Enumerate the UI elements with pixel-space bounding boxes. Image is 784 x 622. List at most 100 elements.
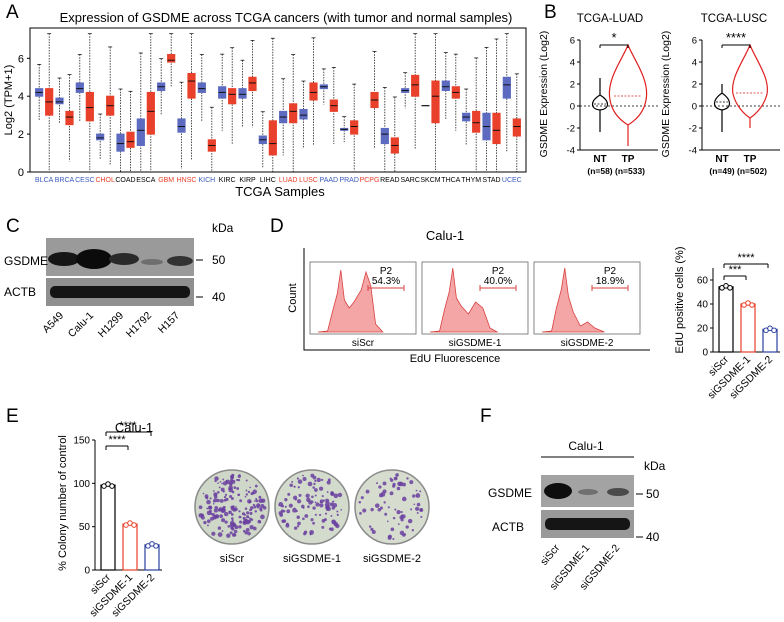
box-esca-normal — [136, 118, 145, 146]
panel-e-title: Calu-1 — [115, 420, 153, 435]
colony-1-9 — [316, 477, 321, 483]
panel-a-xlabel-read: READ — [380, 177, 399, 184]
colony-2-32 — [383, 501, 386, 504]
colony-1-61 — [293, 507, 296, 510]
colony-1-95 — [278, 504, 281, 506]
panel-b-ytick-label: 2 — [692, 80, 697, 91]
colony-2-47 — [420, 515, 423, 518]
box-hnsc-tumor — [187, 72, 196, 99]
plate-label-siscr: siScr — [220, 553, 245, 565]
panel-a-ytick-label: 6 — [18, 53, 24, 65]
panel-b-ytick-label: 6 — [570, 36, 575, 47]
box-coad-tumor — [126, 131, 135, 148]
colony-1-55 — [315, 502, 320, 507]
panel-d-bar-ytick-label: 60 — [697, 276, 709, 287]
lusc-tp-label: TP — [744, 154, 757, 165]
panel-a-xlabel-lusc: LUSC — [299, 177, 318, 184]
band-c-gsdme-h1299 — [109, 253, 139, 265]
colony-2-59 — [390, 527, 395, 532]
panel-a-frame — [29, 27, 527, 173]
colony-1-75 — [302, 517, 305, 521]
colony-0-7 — [260, 514, 265, 520]
colony-0-118 — [219, 480, 222, 483]
panel-e-bar-ytick-label: 150 — [73, 436, 90, 447]
box-kirp-normal — [238, 88, 247, 99]
colony-0-175 — [238, 474, 241, 477]
panel-d-bars — [718, 283, 778, 353]
panel-f: F Calu-1 kDa GSDME ACTB 50 40 siScrsiGSD… — [480, 406, 666, 592]
band-f-gsdme-si1 — [578, 489, 598, 495]
colony-0-55 — [198, 505, 203, 510]
colony-2-54 — [379, 506, 383, 510]
panel-e-bar-ytick-label: 100 — [73, 479, 90, 490]
colony-0-122 — [247, 516, 250, 519]
histogram-label-0: siScr — [352, 338, 375, 349]
colony-0-167 — [229, 523, 235, 528]
panel-d-xlabel: EdU Fluorescence — [410, 353, 501, 365]
colony-0-123 — [238, 515, 242, 519]
colony-0-9 — [238, 525, 242, 529]
panel-b-ytick-label: 6 — [692, 36, 697, 47]
colony-0-164 — [261, 499, 264, 502]
panel-a-xlabel-esca: ESCA — [136, 177, 155, 184]
panel-d-bar-dot-2-2 — [771, 327, 777, 334]
panel-a-ylabel: Log2 (TPM+1) — [3, 65, 15, 136]
plate-colonies — [198, 473, 424, 541]
band-c-gsdme-calu1 — [76, 249, 112, 269]
plate-sigsdme-2 — [354, 469, 430, 545]
panel-e-sig-top: **** — [119, 420, 137, 432]
panel-d-sig-mid: *** — [729, 264, 743, 276]
colony-0-120 — [246, 511, 250, 515]
colony-0-13 — [233, 486, 237, 489]
colony-2-61 — [396, 486, 401, 491]
colony-1-100 — [324, 512, 328, 515]
panel-d-ylabel: Count — [287, 283, 299, 312]
colony-1-88 — [295, 509, 298, 513]
histogram-curve-0 — [317, 269, 384, 333]
colony-1-86 — [335, 523, 340, 529]
colony-0-89 — [247, 531, 251, 536]
colony-0-171 — [222, 481, 228, 486]
colony-1-8 — [293, 485, 296, 488]
band-f-actb — [545, 518, 630, 530]
box-lusc-normal — [299, 108, 308, 120]
panel-e-ylabel: % Colony number of control — [57, 435, 69, 571]
box-lusc-tumor — [309, 82, 318, 101]
panel-a-xlabel-cesc: CESC — [75, 177, 94, 184]
colony-0-138 — [259, 508, 263, 512]
colony-1-52 — [298, 493, 302, 497]
band-c-gsdme-h1792 — [141, 259, 163, 265]
colony-1-87 — [319, 486, 324, 491]
histogram-pct-0: 54.3% — [372, 276, 400, 287]
colony-0-155 — [235, 506, 237, 508]
histogram-curve-2 — [541, 267, 605, 333]
colony-2-60 — [396, 474, 399, 477]
colony-1-85 — [326, 491, 329, 493]
colony-0-139 — [222, 478, 225, 481]
histogram-curve-1 — [429, 267, 499, 333]
panel-e-bar-bar-0 — [100, 484, 116, 571]
panel-a-xlabel-chol: CHOL — [95, 177, 115, 184]
colony-1-94 — [320, 478, 324, 482]
colony-1-40 — [296, 477, 299, 480]
violin-luad-nt — [591, 78, 609, 132]
panel-a-letter: A — [6, 2, 19, 23]
box-chol-normal — [96, 133, 105, 141]
colony-0-50 — [238, 510, 241, 513]
colony-0-30 — [250, 506, 254, 510]
colony-0-49 — [223, 511, 229, 517]
panel-a-xlabel-sarc: SARC — [400, 177, 419, 184]
panel-b-right-title: TCGA-LUSC — [701, 13, 767, 25]
colony-0-65 — [257, 504, 260, 507]
colony-1-104 — [329, 502, 334, 507]
colony-1-81 — [289, 483, 293, 488]
panel-d-bar-ytick-label: 0 — [702, 348, 708, 359]
colony-1-63 — [284, 497, 288, 502]
panel-e-bar-dot-0-2 — [109, 483, 115, 489]
panel-f-mw-40: 40 — [646, 530, 660, 544]
colony-0-60 — [221, 507, 226, 513]
colony-0-102 — [211, 531, 216, 536]
panel-c-lane-a549: A549 — [40, 310, 66, 336]
colony-1-77 — [331, 506, 335, 510]
